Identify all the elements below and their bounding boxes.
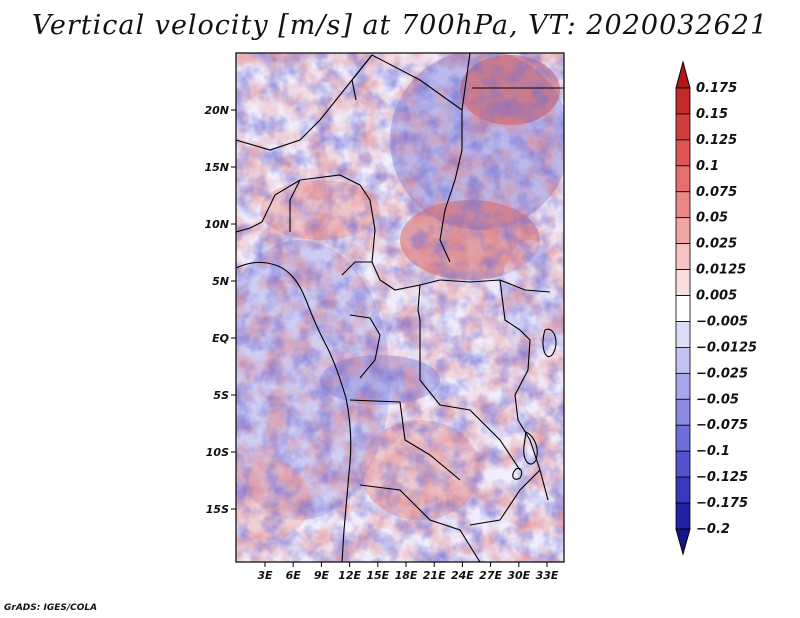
colorbar-segment bbox=[675, 424, 691, 452]
lon-tick-label: 12E bbox=[338, 569, 361, 582]
lon-tick-label: 15E bbox=[366, 569, 389, 582]
longitude-axis: 3E 6E 9E 12E 15E 18E 21E 24E 27E 30E 33E bbox=[257, 562, 559, 582]
colorbar-segment bbox=[675, 398, 691, 426]
colorbar-segment bbox=[675, 113, 691, 141]
colorbar-label: −0.05 bbox=[696, 392, 739, 407]
colorbar-segment bbox=[675, 87, 691, 115]
colorbar-label: −0.0125 bbox=[696, 340, 757, 355]
colorbar-label: 0.075 bbox=[696, 185, 737, 200]
lon-tick-label: 9E bbox=[314, 569, 330, 582]
colorbar-label: 0.025 bbox=[696, 237, 737, 252]
lat-tick-label: 15S bbox=[206, 503, 229, 516]
colorbar-label: 0.05 bbox=[696, 211, 728, 226]
colorbar-segment bbox=[675, 347, 691, 374]
colorbar-label: −0.175 bbox=[696, 496, 748, 511]
colorbar-segment bbox=[675, 269, 691, 296]
colorbar-label: 0.125 bbox=[696, 133, 737, 148]
lon-tick-label: 21E bbox=[423, 569, 446, 582]
lat-tick-label: 5N bbox=[212, 275, 229, 288]
colorbar-label: 0.0125 bbox=[696, 263, 746, 278]
colorbar-segment bbox=[675, 502, 691, 530]
lon-tick-label: 18E bbox=[395, 569, 418, 582]
colorbar-segment bbox=[675, 243, 691, 270]
colorbar-segment bbox=[675, 372, 691, 400]
colorbar-segment bbox=[675, 450, 691, 478]
lat-tick-label: 5S bbox=[213, 389, 229, 402]
colorbar-segment bbox=[675, 321, 691, 348]
colorbar-segment bbox=[675, 217, 691, 245]
colorbar-segment bbox=[675, 60, 691, 89]
latitude-axis: 20N 15N 10N 5N EQ 5S 10S 15S bbox=[204, 104, 236, 516]
colorbar-label: −0.2 bbox=[696, 522, 730, 537]
colorbar-label: −0.1 bbox=[696, 444, 730, 459]
lon-tick-label: 30E bbox=[507, 569, 530, 582]
colorbar-label: −0.025 bbox=[696, 366, 748, 381]
lon-tick-label: 27E bbox=[479, 569, 502, 582]
lon-tick-label: 3E bbox=[257, 569, 273, 582]
lon-tick-label: 24E bbox=[451, 569, 474, 582]
lat-tick-label: 20N bbox=[204, 104, 229, 117]
lat-tick-label: 10S bbox=[206, 446, 229, 459]
colorbar-label: −0.075 bbox=[696, 418, 748, 433]
colorbar-label: −0.125 bbox=[696, 470, 748, 485]
lat-tick-label: 10N bbox=[204, 218, 229, 231]
colorbar: 0.175 0.15 0.125 0.1 0.075 0.05 0.025 0.0125 0.0… bbox=[675, 60, 757, 556]
coastlines-and-borders bbox=[236, 53, 564, 562]
plot-frame bbox=[235, 52, 565, 563]
lon-tick-label: 33E bbox=[536, 569, 559, 582]
colorbar-segment bbox=[675, 165, 691, 193]
colorbar-label: −0.005 bbox=[696, 314, 748, 329]
colorbar-segment bbox=[675, 191, 691, 219]
colorbar-label: 0.15 bbox=[696, 107, 728, 122]
lat-tick-label: EQ bbox=[212, 332, 229, 345]
colorbar-segment bbox=[675, 295, 691, 322]
colorbar-segment bbox=[675, 476, 691, 504]
colorbar-segment bbox=[675, 139, 691, 167]
velocity-field bbox=[236, 53, 564, 562]
lon-tick-label: 6E bbox=[286, 569, 302, 582]
colorbar-label: 0.005 bbox=[696, 289, 737, 304]
map-title: Vertical velocity [m/s] at 700hPa, VT: 2… bbox=[31, 10, 769, 41]
colorbar-segment bbox=[675, 528, 691, 556]
colorbar-label: 0.1 bbox=[696, 159, 719, 174]
lat-tick-label: 15N bbox=[204, 161, 229, 174]
grads-credit: GrADS: IGES/COLA bbox=[4, 603, 98, 613]
colorbar-label: 0.175 bbox=[696, 81, 737, 96]
